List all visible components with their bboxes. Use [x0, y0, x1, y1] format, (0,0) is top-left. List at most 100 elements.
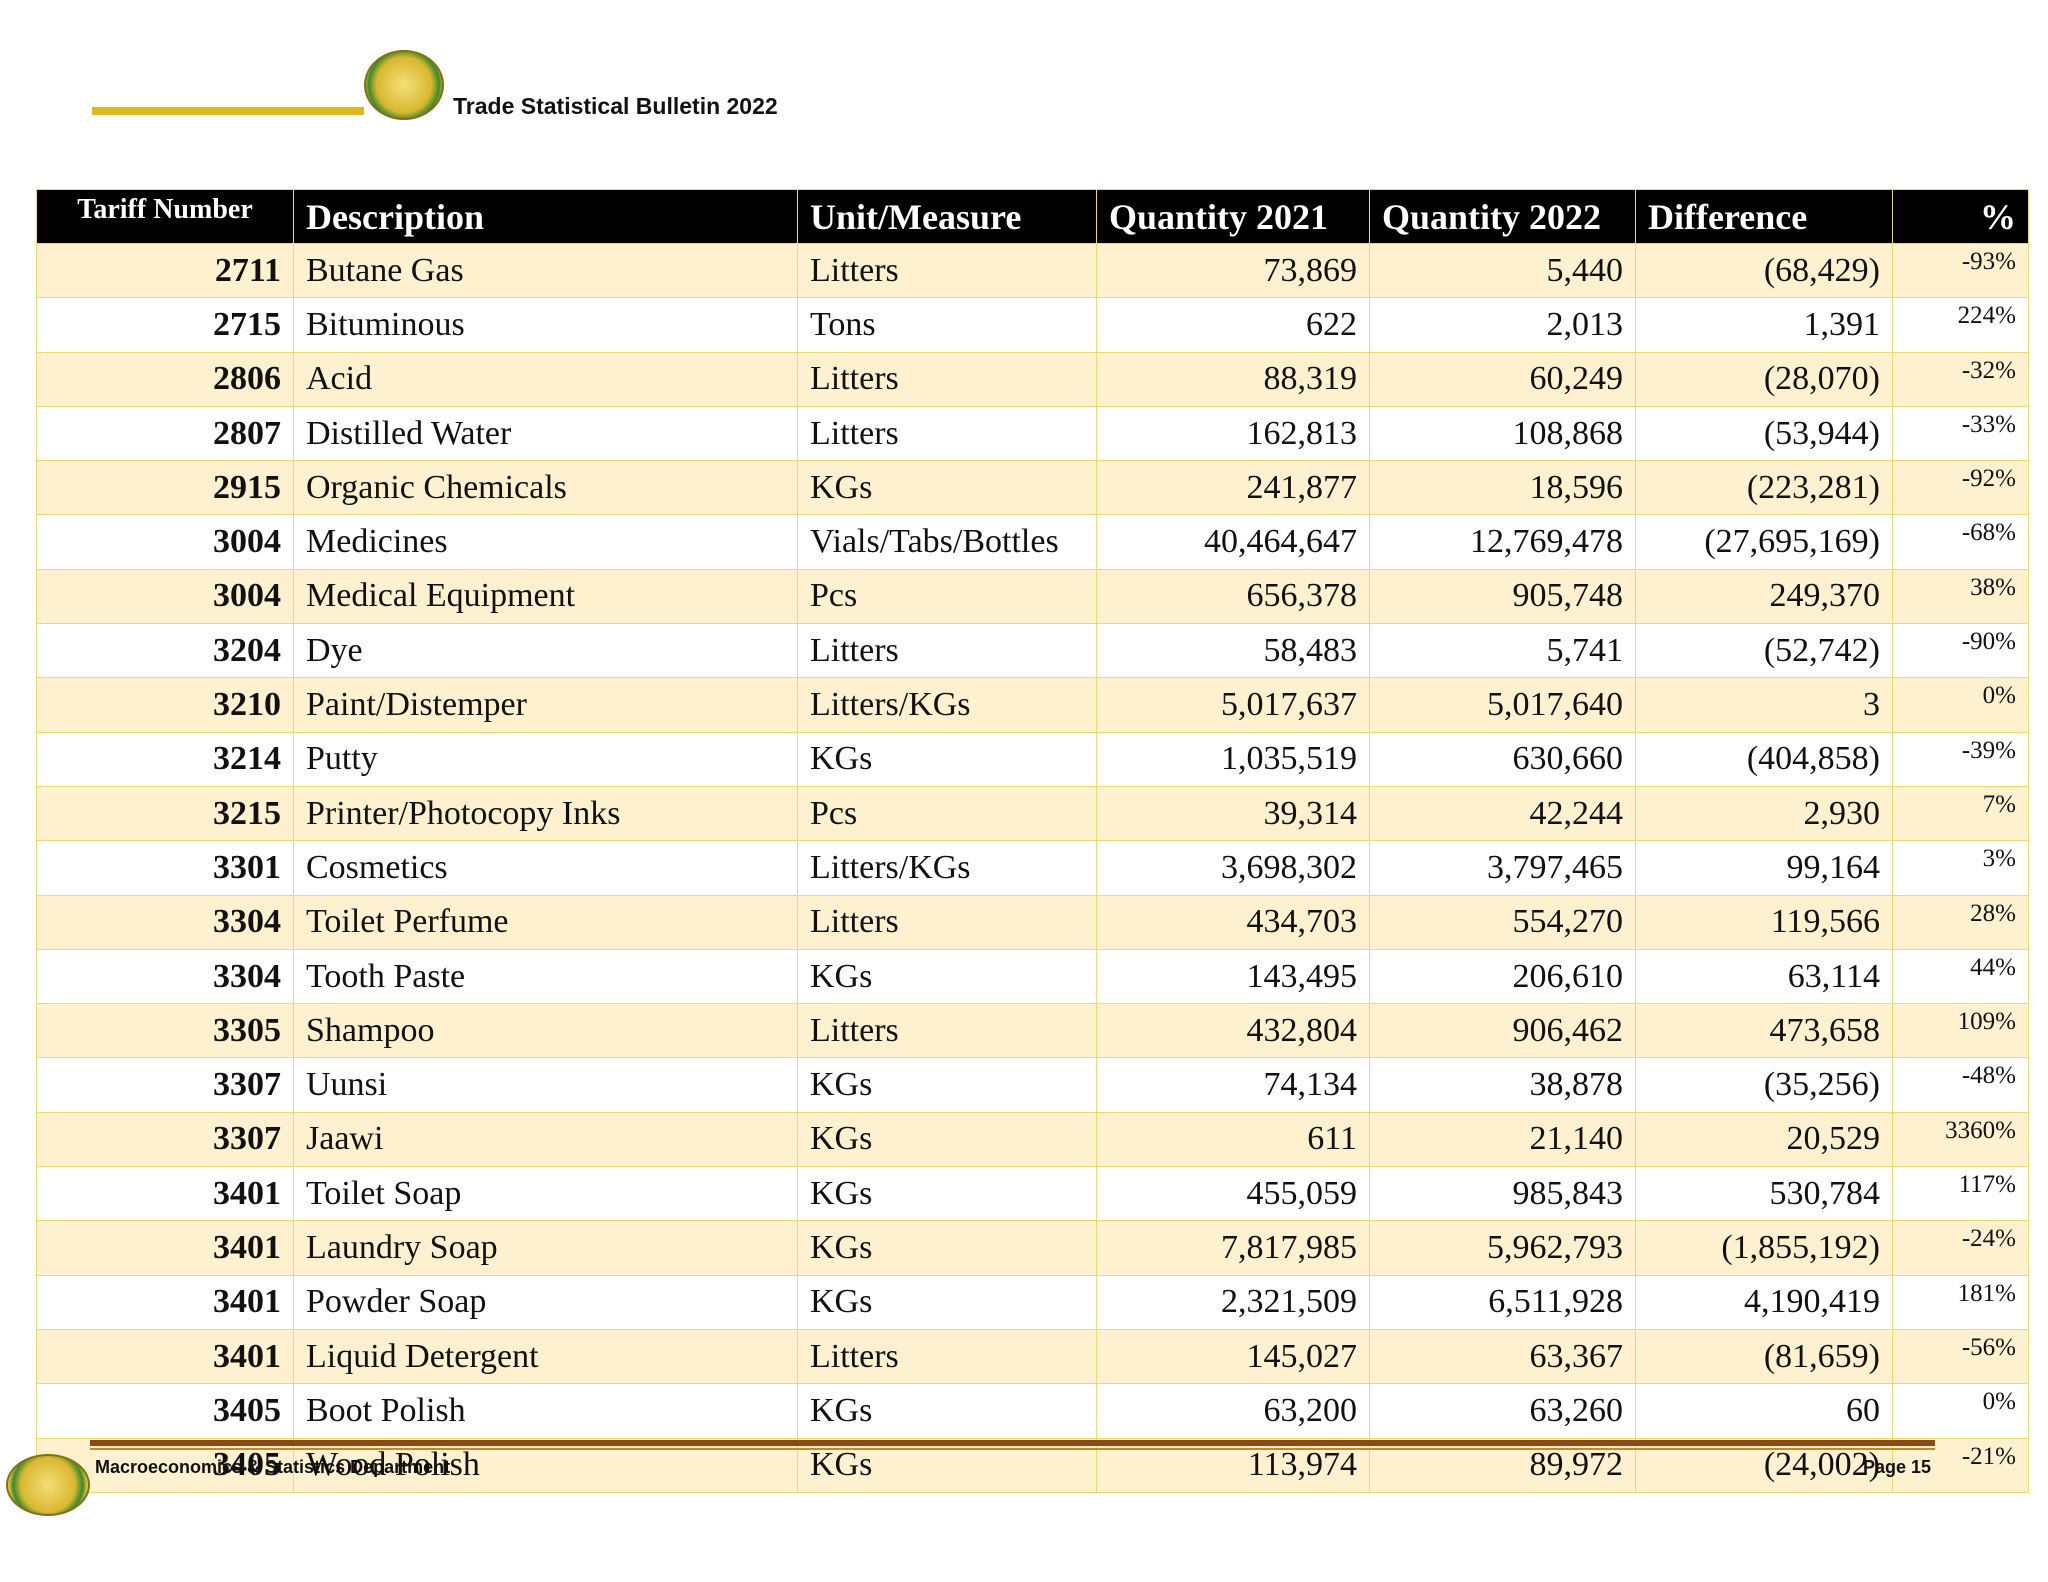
table-cell: KGs — [797, 1383, 1097, 1439]
table-cell: 3360% — [1892, 1111, 2029, 1168]
table-cell: 5,440 — [1369, 242, 1636, 299]
table-cell: 432,804 — [1096, 1003, 1370, 1059]
table-cell: (1,855,192) — [1635, 1220, 1893, 1276]
table-cell: 5,017,640 — [1369, 677, 1636, 733]
table-cell: -92% — [1892, 460, 2029, 516]
footer-rule — [90, 1448, 1935, 1450]
table-cell: Toilet Soap — [293, 1166, 798, 1222]
table-cell: 2715 — [36, 297, 294, 353]
table-cell: (404,858) — [1635, 731, 1893, 787]
table-cell: 63,114 — [1635, 948, 1893, 1005]
table-cell: (68,429) — [1635, 242, 1893, 299]
table-cell: 74,134 — [1096, 1057, 1370, 1113]
table-cell: (28,070) — [1635, 351, 1893, 407]
table-cell: 3401 — [36, 1166, 294, 1222]
table-cell: 108,868 — [1369, 405, 1636, 462]
table-cell: -90% — [1892, 623, 2029, 679]
table-cell: 3,698,302 — [1096, 840, 1370, 896]
table-cell: 3401 — [36, 1274, 294, 1330]
table-cell: KGs — [797, 1220, 1097, 1276]
table-cell: 224% — [1892, 297, 2029, 353]
table-cell: 3210 — [36, 677, 294, 733]
logo — [364, 50, 444, 120]
table-cell: 473,658 — [1635, 1003, 1893, 1059]
table-cell: Acid — [293, 351, 798, 407]
table-row: 3401 Toilet Soap KGs 455,059 985,843 530,784 1… — [36, 1166, 2029, 1222]
table-cell: Litters — [797, 351, 1097, 407]
table-cell: Litters/KGs — [797, 677, 1097, 733]
table-cell: 7,817,985 — [1096, 1220, 1370, 1276]
table-cell: 3305 — [36, 1003, 294, 1059]
table-cell: Boot Polish — [293, 1383, 798, 1439]
table-cell: 2807 — [36, 405, 294, 462]
table-cell: 113,974 — [1096, 1437, 1370, 1493]
table-cell: 622 — [1096, 297, 1370, 353]
header-title: Trade Statistical Bulletin 2022 — [453, 93, 778, 119]
column-header: Quantity 2021 — [1096, 189, 1370, 244]
column-header: % — [1892, 189, 2029, 244]
table-cell: 985,843 — [1369, 1166, 1636, 1222]
table-cell: KGs — [797, 1274, 1097, 1330]
table-cell: 99,164 — [1635, 840, 1893, 896]
column-header: Difference — [1635, 189, 1893, 244]
column-header: Unit/Measure — [797, 189, 1097, 244]
table-cell: (24,002) — [1635, 1437, 1893, 1493]
table-body: 2711 Butane Gas Litters 73,869 5,440 (68,429)… — [36, 242, 2029, 1493]
table-cell: 3401 — [36, 1328, 294, 1385]
table-cell: Laundry Soap — [293, 1220, 798, 1276]
table-cell: 63,367 — [1369, 1328, 1636, 1385]
table-row: 3401 Laundry Soap KGs 7,817,985 5,962,793 (1,… — [36, 1220, 2029, 1276]
table-cell: -56% — [1892, 1328, 2029, 1385]
table-cell: (27,695,169) — [1635, 514, 1893, 570]
table-cell: 38,878 — [1369, 1057, 1636, 1113]
table-cell: 143,495 — [1096, 948, 1370, 1005]
table-cell: 12,769,478 — [1369, 514, 1636, 570]
table-cell: 3214 — [36, 731, 294, 787]
table-cell: KGs — [797, 460, 1097, 516]
table-cell: 5,017,637 — [1096, 677, 1370, 733]
table-row: 3204 Dye Litters 58,483 5,741 (52,742) -90% — [36, 623, 2029, 679]
table-row: 2715 Bituminous Tons 622 2,013 1,391 224% — [36, 297, 2029, 353]
table-cell: Dye — [293, 623, 798, 679]
table-cell: Liquid Detergent — [293, 1328, 798, 1385]
table-cell: 63,260 — [1369, 1383, 1636, 1439]
table-cell: 3,797,465 — [1369, 840, 1636, 896]
table-cell: 3307 — [36, 1111, 294, 1168]
table-cell: 117% — [1892, 1166, 2029, 1222]
table-cell: 58,483 — [1096, 623, 1370, 679]
table-row: 2807 Distilled Water Litters 162,813 108,868… — [36, 405, 2029, 462]
table-cell: 145,027 — [1096, 1328, 1370, 1385]
data-table: Tariff Number Description Unit/Measure Quan… — [36, 189, 2029, 1493]
table-cell: 3301 — [36, 840, 294, 896]
table-cell: 2806 — [36, 351, 294, 407]
table-cell: Litters — [797, 1328, 1097, 1385]
table-cell: 2,013 — [1369, 297, 1636, 353]
table-cell: 18,596 — [1369, 460, 1636, 516]
table-cell: (81,659) — [1635, 1328, 1893, 1385]
table-cell: Litters — [797, 894, 1097, 950]
table-cell: KGs — [797, 1437, 1097, 1493]
table-row: 3307 Uunsi KGs 74,134 38,878 (35,256) -48% — [36, 1057, 2029, 1113]
footer-rule — [90, 1440, 1935, 1446]
table-cell: 73,869 — [1096, 242, 1370, 299]
table-row: 3401 Liquid Detergent Litters 145,027 63,367… — [36, 1328, 2029, 1385]
table-cell: 249,370 — [1635, 568, 1893, 625]
table-cell: 3304 — [36, 948, 294, 1005]
table-cell: 3204 — [36, 623, 294, 679]
table-cell: 241,877 — [1096, 460, 1370, 516]
table-cell: 4,190,419 — [1635, 1274, 1893, 1330]
table-cell: 0% — [1892, 677, 2029, 733]
table-cell: 28% — [1892, 894, 2029, 950]
table-cell: 7% — [1892, 785, 2029, 842]
column-header: Description — [293, 189, 798, 244]
table-cell: Organic Chemicals — [293, 460, 798, 516]
table-cell: -32% — [1892, 351, 2029, 407]
table-row: 3215 Printer/Photocopy Inks Pcs 39,314 42,24… — [36, 785, 2029, 842]
table-cell: 3405 — [36, 1383, 294, 1439]
table-cell: 88,319 — [1096, 351, 1370, 407]
table-cell: 44% — [1892, 948, 2029, 1005]
table-cell: Toilet Perfume — [293, 894, 798, 950]
table-cell: 63,200 — [1096, 1383, 1370, 1439]
table-cell: Distilled Water — [293, 405, 798, 462]
table-row: 3304 Tooth Paste KGs 143,495 206,610 63,114 44… — [36, 948, 2029, 1005]
